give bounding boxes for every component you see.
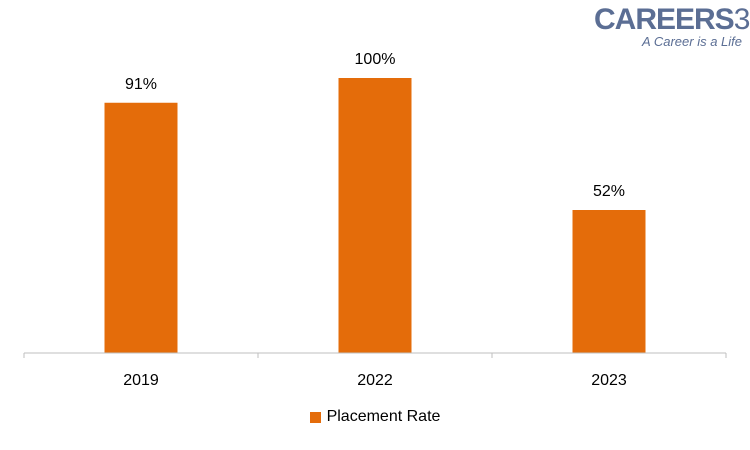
data-label: 91%	[125, 76, 157, 93]
x-tick-label: 2023	[591, 372, 627, 389]
x-axis	[23, 352, 727, 358]
data-label: 52%	[593, 183, 625, 200]
legend-swatch	[309, 411, 321, 423]
logo-tagline: A Career is a Life	[642, 34, 742, 49]
x-tick-label: 2022	[357, 372, 393, 389]
bar-2023	[572, 210, 646, 353]
legend-item: Placement Rate	[309, 408, 441, 426]
bars-layer	[104, 78, 646, 353]
bar-2022	[338, 78, 412, 353]
bar-2019	[104, 102, 178, 353]
careers360-logo: CAREERS360 A Career is a Life	[594, 3, 750, 49]
logo-wordmark: CAREERS360	[594, 3, 750, 36]
logo-brand: CAREERS	[594, 3, 735, 36]
data-labels: 91% 2019 100% 2022 52% 2023	[123, 51, 627, 389]
chart-legend: Placement Rate	[0, 408, 750, 426]
legend-label: Placement Rate	[326, 408, 441, 425]
x-tick-label: 2019	[123, 372, 159, 389]
data-label: 100%	[355, 51, 396, 68]
logo-number: 360	[733, 3, 750, 36]
